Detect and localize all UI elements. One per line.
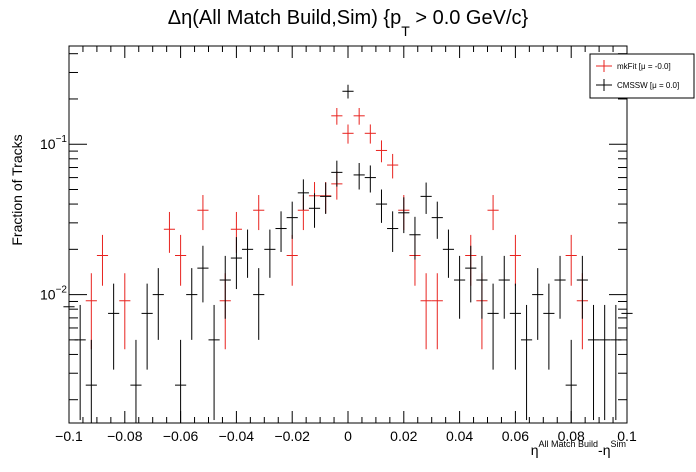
x-axis: −0.1 −0.08 −0.06 −0.04 −0.02 0 0.02 0.04 0.06 0.0… xyxy=(55,46,637,444)
y-axis: 10−1 10−2 xyxy=(40,53,627,401)
x-tick-label: −0.08 xyxy=(107,428,143,444)
x-tick-label: −0.1 xyxy=(55,428,83,444)
x-tick-label: 0.02 xyxy=(390,428,417,444)
x-axis-label-eta1: η xyxy=(531,442,539,458)
x-tick-label: 0 xyxy=(344,428,352,444)
x-tick-label: 0.06 xyxy=(502,428,529,444)
chart-title-main: Δη(All Match Build,Sim) {p xyxy=(168,7,401,29)
x-tick-label: 0.08 xyxy=(558,428,585,444)
legend-box xyxy=(589,53,695,99)
legend-label-cmssw: CMSSW [μ = 0.0] xyxy=(617,81,679,90)
legend: mkFit [μ = -0.0] CMSSW [μ = 0.0] xyxy=(589,53,695,99)
x-tick-label: 0.1 xyxy=(617,428,637,444)
x-tick-label: 0.04 xyxy=(446,428,473,444)
y-tick-label: 10−1 xyxy=(40,134,67,152)
x-axis-label-sup2: Sim xyxy=(611,439,627,449)
chart-title-suffix: > 0.0 GeV/c} xyxy=(410,7,529,29)
data-series xyxy=(63,84,633,423)
series-cmssw xyxy=(63,84,633,423)
x-tick-label: −0.02 xyxy=(274,428,310,444)
x-axis-label-sup1: All Match Build xyxy=(539,439,599,449)
y-tick-label: 10−2 xyxy=(40,285,67,303)
legend-entry-mkfit: mkFit [μ = -0.0] xyxy=(596,60,671,72)
chart-title-subscript: T xyxy=(401,23,410,39)
legend-entry-cmssw: CMSSW [μ = 0.0] xyxy=(596,79,679,91)
y-axis-label: Fraction of Tracks xyxy=(9,134,25,245)
chart-title: Δη(All Match Build,Sim) {pT > 0.0 GeV/c} xyxy=(168,7,529,39)
x-axis-label: ηAll Match Build-ηSim xyxy=(531,439,626,458)
x-axis-label-eta2: -η xyxy=(598,442,610,458)
plot-frame xyxy=(68,45,628,424)
legend-label-mkfit: mkFit [μ = -0.0] xyxy=(617,62,671,71)
x-tick-label: −0.04 xyxy=(219,428,255,444)
x-tick-label: −0.06 xyxy=(163,428,199,444)
